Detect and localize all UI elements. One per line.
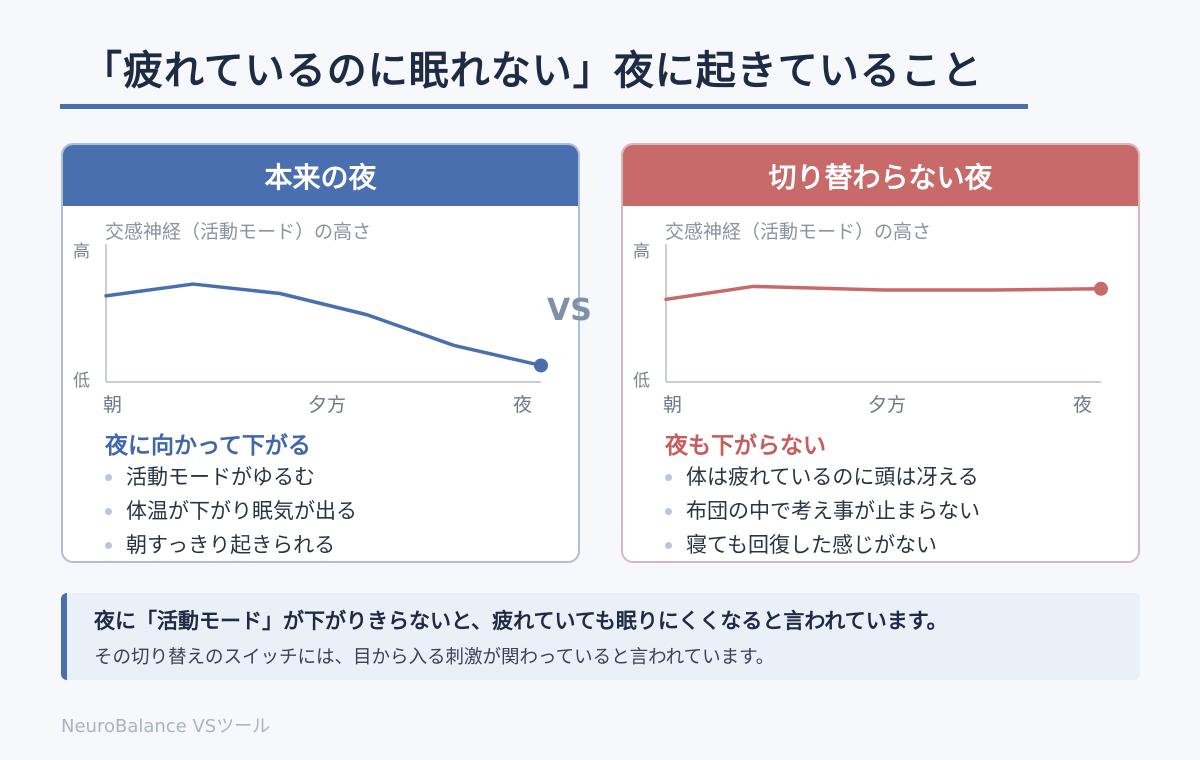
- note-sub-text: その切り替えのスイッチには、目から入る刺激が関わっていると言われています。: [94, 647, 775, 668]
- x-tick-label: 夜: [513, 394, 532, 416]
- series-line: [664, 284, 1103, 302]
- list-item-label: 朝すっきり起きられる: [126, 533, 336, 557]
- x-tick-label: 夕方: [308, 394, 346, 416]
- x-tick-label: 朝: [103, 394, 122, 416]
- list-item-label: 寝ても回復した感じがない: [686, 533, 937, 557]
- list-item: 布団の中で考え事が止まらない: [665, 494, 980, 528]
- panel-header: 切り替わらない夜: [623, 145, 1138, 206]
- list-item: 朝すっきり起きられる: [105, 528, 357, 561]
- list-item: 寝ても回復した感じがない: [665, 528, 980, 561]
- list-item: 体は疲れているのに頭は冴える: [665, 460, 980, 494]
- panel-unswitched-night: 切り替わらない夜 交感神経（活動モード）の高さ高低朝 夕方 夜 夜も下がらない 体は…: [621, 143, 1140, 563]
- panel-normal-night: 本来の夜 交感神経（活動モード）の高さ高低朝 夕方 夜 夜に向かって下がる 活動モー…: [61, 143, 580, 563]
- panel-header: 本来の夜: [63, 145, 578, 206]
- x-tick-label: 夕方: [868, 394, 906, 416]
- list-item-label: 布団の中で考え事が止まらない: [686, 499, 980, 523]
- y-tick-label: 低: [633, 371, 650, 391]
- list-item: 活動モードがゆるむ: [105, 460, 357, 494]
- list-item-label: 活動モードがゆるむ: [126, 465, 315, 489]
- chart-title: 交感神経（活動モード）の高さ: [665, 221, 931, 243]
- summary-note: 夜に「活動モード」が下がりきらないと、疲れていても眠りにくくなると言われています…: [61, 593, 1140, 680]
- bullet-dot-icon: [105, 473, 112, 481]
- bullet-dot-icon: [665, 507, 672, 515]
- list-item-label: 体温が下がり眠気が出る: [126, 499, 357, 523]
- panel-caption: 夜に向かって下がる: [105, 433, 311, 459]
- bullet-list: 活動モードがゆるむ 体温が下がり眠気が出る 朝すっきり起きられる: [105, 460, 357, 561]
- x-tick-label: 夜: [1073, 394, 1092, 416]
- panel-caption: 夜も下がらない: [665, 433, 826, 459]
- bullet-dot-icon: [105, 507, 112, 515]
- y-tick-label: 低: [73, 371, 90, 391]
- footer-brand: NeuroBalance VSツール: [61, 716, 271, 737]
- series-end-point: [534, 358, 548, 373]
- list-item-label: 体は疲れているのに頭は冴える: [686, 465, 979, 489]
- vs-label: VS: [547, 293, 592, 328]
- page-title: 「疲れているのに眠れない」夜に起きていること: [82, 48, 983, 94]
- series-line: [104, 282, 543, 368]
- title-underline: [60, 104, 1028, 109]
- chart-title: 交感神経（活動モード）の高さ: [105, 221, 371, 243]
- bullet-dot-icon: [105, 541, 112, 549]
- bullet-list: 体は疲れているのに頭は冴える 布団の中で考え事が止まらない 寝ても回復した感じが…: [665, 460, 980, 561]
- bullet-dot-icon: [665, 473, 672, 481]
- series-end-point: [1094, 281, 1108, 296]
- y-tick-label: 高: [633, 242, 650, 262]
- bullet-dot-icon: [665, 541, 672, 549]
- list-item: 体温が下がり眠気が出る: [105, 494, 357, 528]
- y-tick-label: 高: [73, 242, 90, 262]
- x-tick-label: 朝: [663, 394, 682, 416]
- note-main-text: 夜に「活動モード」が下がりきらないと、疲れていても眠りにくくなると言われています…: [94, 609, 948, 633]
